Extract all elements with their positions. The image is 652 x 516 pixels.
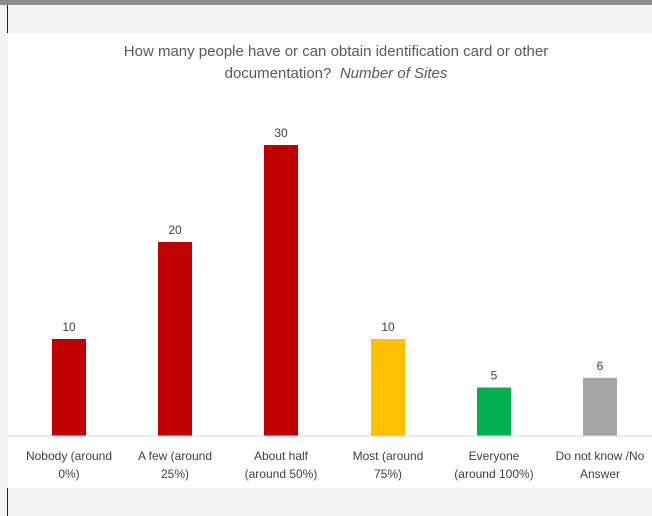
data-label-4: 5	[491, 369, 498, 383]
chart-subtitle: Number of Sites	[340, 65, 448, 82]
bar-5	[583, 377, 617, 436]
left-border-top	[7, 5, 8, 33]
x-tick-label-5: Do not know /No Answer	[556, 449, 645, 481]
left-border-bottom	[7, 488, 8, 516]
x-tick-label-0: Nobody (around 0%)	[26, 449, 112, 481]
data-label-0: 10	[62, 320, 76, 334]
bar-2	[264, 145, 298, 436]
bar-chart: How many people have or can obtain ident…	[8, 43, 652, 481]
top-border	[0, 0, 652, 5]
bar-3	[371, 339, 405, 436]
bar-0	[52, 339, 86, 436]
x-tick-labels: Nobody (around 0%) A few (around 25%) About …	[26, 449, 645, 481]
data-label-2: 30	[274, 126, 288, 140]
x-tick-label-1: A few (around 25%)	[138, 449, 212, 481]
x-tick-label-4: Everyone (around 100%)	[454, 449, 533, 481]
x-tick-label-3: Most (around 75%)	[353, 449, 424, 481]
chart-title-line-2: documentation? Number of Sites	[225, 65, 448, 82]
x-tick-label-2: About half (around 50%)	[245, 449, 318, 481]
data-label-3: 10	[381, 320, 395, 334]
chart-title-line-2-text: documentation?	[225, 65, 332, 82]
chart-title-line-1: How many people have or can obtain ident…	[124, 43, 548, 60]
data-label-5: 6	[597, 359, 604, 373]
bar-4	[477, 387, 511, 436]
bar-series: 10 20 30 10 5 6	[52, 126, 617, 436]
data-label-1: 20	[168, 223, 182, 237]
bar-1	[158, 242, 192, 436]
chart-panel: How many people have or can obtain ident…	[8, 33, 652, 488]
